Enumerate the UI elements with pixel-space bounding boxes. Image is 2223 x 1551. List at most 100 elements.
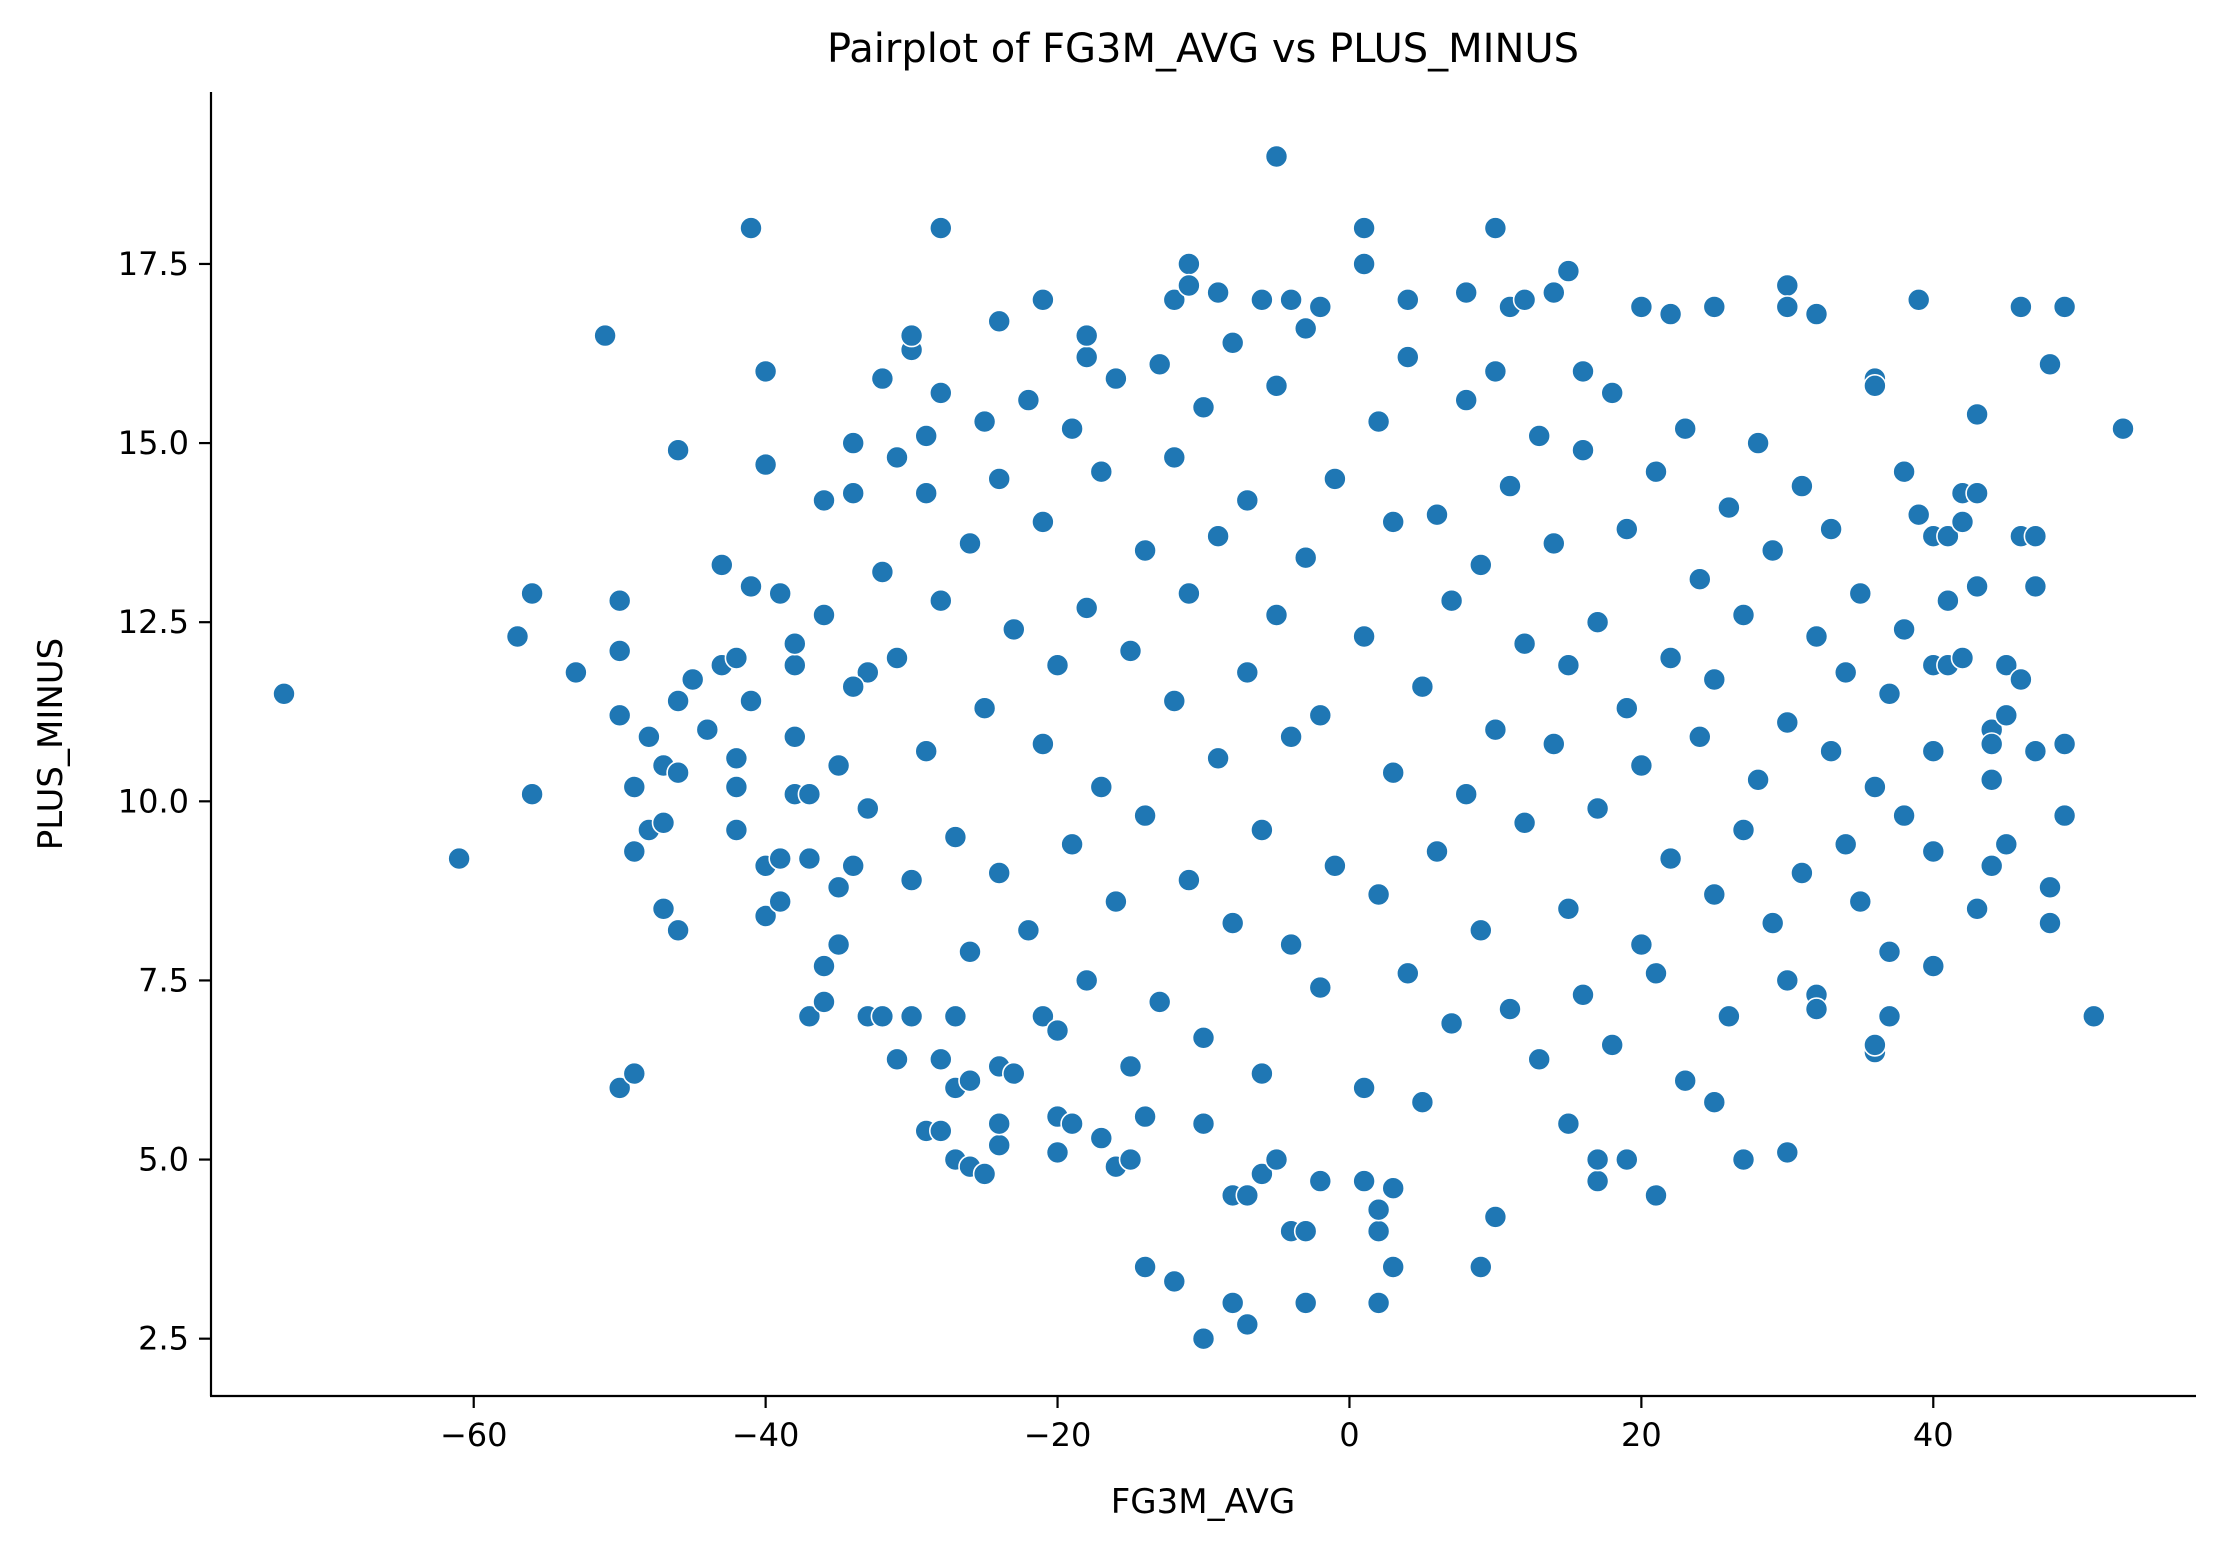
scatter-point <box>841 431 866 455</box>
scatter-point <box>1527 1047 1551 1072</box>
scatter-point <box>1542 732 1566 756</box>
scatter-point <box>1250 1162 1274 1186</box>
scatter-point <box>1001 1061 1026 1086</box>
scatter-point <box>1512 287 1537 312</box>
scatter-point <box>1717 1004 1741 1029</box>
scatter-point <box>1454 280 1478 305</box>
scatter-point <box>1746 431 1770 455</box>
scatter-point <box>1454 388 1478 412</box>
scatter-point <box>1629 295 1654 319</box>
scatter-point <box>2038 352 2062 377</box>
x-tick-label: 20 <box>1621 1416 1662 1454</box>
scatter-point <box>1469 918 1493 943</box>
x-tick-label: −20 <box>1024 1416 1092 1454</box>
scatter-point <box>768 889 793 914</box>
scatter-point <box>1688 724 1712 749</box>
scatter-point <box>1585 610 1610 635</box>
scatter-point <box>1658 302 1683 326</box>
scatter-point <box>753 452 778 477</box>
scatter-point <box>1790 474 1814 498</box>
scatter-point <box>1731 603 1756 627</box>
scatter-point <box>826 932 851 957</box>
scatter-point <box>812 990 836 1014</box>
scatter-point <box>622 839 647 864</box>
scatter-point <box>899 323 924 348</box>
scatter-point <box>1147 990 1172 1014</box>
scatter-point <box>1396 961 1420 986</box>
scatter-point <box>1381 760 1405 785</box>
y-axis-label: PLUS_MINUS <box>31 638 71 850</box>
scatter-point <box>2052 803 2077 828</box>
x-tick-label: −60 <box>440 1416 508 1454</box>
scatter-point <box>1308 975 1333 1000</box>
scatter-point <box>1731 1147 1756 1172</box>
scatter-point <box>593 323 617 348</box>
scatter-point <box>1308 295 1333 319</box>
scatter-point <box>1031 732 1055 756</box>
scatter-point <box>1366 1197 1391 1222</box>
scatter-point <box>1118 1147 1143 1172</box>
scatter-point <box>914 424 939 448</box>
scatter-point <box>1965 574 1989 599</box>
scatter-point <box>1016 388 1041 412</box>
scatter-point <box>1906 287 1931 312</box>
scatter-point <box>1177 581 1201 606</box>
scatter-point <box>1045 653 1070 678</box>
scatter-point <box>1191 1111 1216 1136</box>
scatter-point <box>987 309 1012 334</box>
scatter-point <box>739 574 763 599</box>
scatter-point <box>1206 524 1230 549</box>
scatter-point <box>520 581 544 606</box>
scatter-point <box>1293 1219 1318 1243</box>
x-axis-ticks: −60 −40 −20 0 20 40 <box>440 1396 1954 1454</box>
y-tick-label: 5.0 <box>138 1141 189 1179</box>
scatter-point <box>1658 846 1683 871</box>
scatter-point <box>1133 803 1157 828</box>
scatter-point <box>651 810 676 835</box>
scatter-point <box>1366 1291 1391 1315</box>
scatter-point <box>885 646 909 670</box>
scatter-point <box>1979 732 2004 756</box>
scatter-point <box>1760 538 1785 563</box>
scatter-point <box>1060 832 1084 857</box>
scatter-point <box>782 653 807 678</box>
scatter-point <box>1600 381 1624 405</box>
scatter-point <box>1206 280 1230 305</box>
scatter-point <box>622 775 647 799</box>
scatter-point <box>1162 689 1187 713</box>
scatter-point <box>1060 1111 1084 1136</box>
scatter-point <box>1746 767 1770 792</box>
scatter-point <box>1352 216 1376 240</box>
y-tick-label: 2.5 <box>138 1320 189 1358</box>
scatter-point <box>1585 1169 1610 1193</box>
scatter-point <box>1177 252 1201 276</box>
scatter-point <box>1352 252 1376 276</box>
scatter-point <box>972 1162 997 1186</box>
y-tick-label: 7.5 <box>138 961 189 999</box>
scatter-point <box>841 853 866 878</box>
scatter-point <box>724 646 749 670</box>
scatter-point <box>1644 961 1668 986</box>
scatter-point <box>1104 889 1128 914</box>
scatter-point <box>1381 1176 1405 1200</box>
scatter-point <box>1352 624 1376 649</box>
scatter-point <box>943 1004 968 1029</box>
scatter-point <box>1848 889 1873 914</box>
scatter-point <box>622 1061 647 1086</box>
scatter-point <box>1863 1033 1887 1057</box>
scatter-point <box>1629 753 1654 778</box>
scatter-point <box>885 1047 909 1072</box>
scatter-point <box>1177 868 1201 892</box>
scatter-point <box>1877 939 1902 964</box>
scatter-point <box>928 1047 953 1072</box>
scatter-point <box>782 724 807 749</box>
scatter-point <box>1381 510 1405 534</box>
scatter-point <box>1921 839 1946 864</box>
scatter-point <box>812 603 836 627</box>
scatter-point <box>1483 216 1508 240</box>
scatter-point <box>1615 1147 1639 1172</box>
scatter-point <box>1965 481 1989 506</box>
scatter-point <box>1235 488 1260 513</box>
scatter-point <box>1060 416 1084 441</box>
chart-title: Pairplot of FG3M_AVG vs PLUS_MINUS <box>827 26 1579 72</box>
